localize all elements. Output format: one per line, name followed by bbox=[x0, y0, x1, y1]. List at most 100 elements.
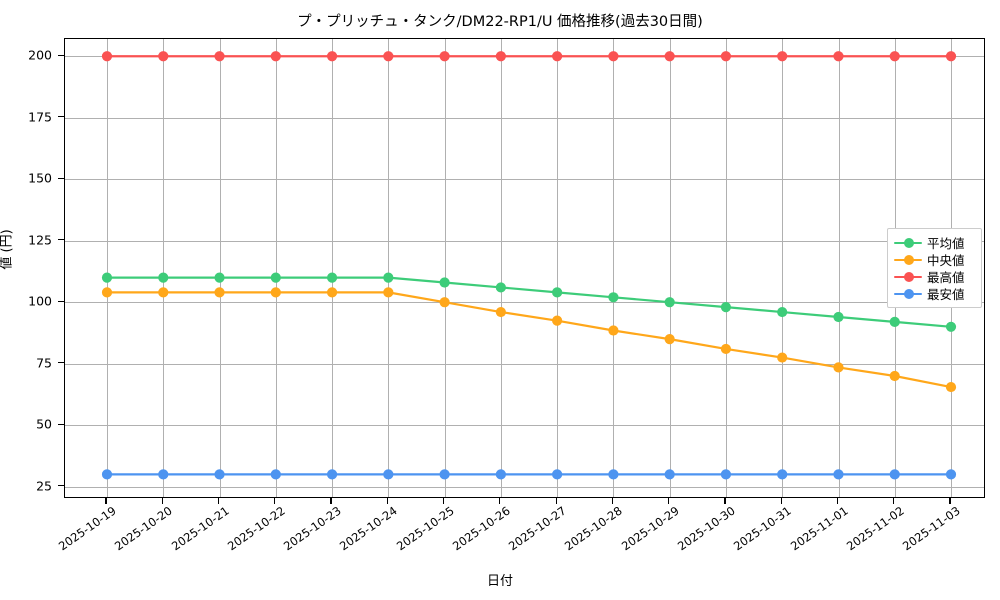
data-point bbox=[270, 469, 281, 480]
chart-legend: 平均値中央値最高値最安値 bbox=[887, 228, 982, 308]
x-tick-label: 2025-10-27 bbox=[506, 503, 569, 554]
data-point bbox=[158, 51, 169, 62]
data-point bbox=[439, 469, 450, 480]
data-point bbox=[664, 51, 675, 62]
data-point bbox=[270, 287, 281, 298]
series-1 bbox=[101, 272, 957, 332]
legend-item-4[interactable]: 最安値 bbox=[892, 285, 977, 302]
data-point bbox=[945, 381, 957, 393]
gridline-vertical bbox=[782, 39, 784, 497]
y-tick-label: 100 bbox=[28, 293, 52, 309]
data-point bbox=[495, 306, 506, 318]
legend-label: 最安値 bbox=[927, 287, 965, 302]
data-point bbox=[552, 315, 563, 326]
legend-marker-icon bbox=[894, 288, 922, 300]
gridline-vertical bbox=[107, 39, 108, 497]
y-tick-label: 150 bbox=[28, 170, 52, 186]
x-tick-label: 2025-10-28 bbox=[562, 503, 626, 554]
data-point bbox=[439, 277, 450, 288]
data-point bbox=[214, 51, 225, 62]
data-point bbox=[777, 352, 788, 363]
data-point bbox=[777, 306, 788, 318]
x-tick-label: 2025-10-20 bbox=[112, 503, 176, 554]
x-tick-mark bbox=[949, 498, 951, 504]
series-layer bbox=[101, 51, 957, 480]
data-point bbox=[214, 287, 225, 298]
series-line bbox=[105, 276, 953, 328]
data-point bbox=[158, 287, 169, 298]
data-point bbox=[158, 272, 169, 283]
data-point bbox=[720, 51, 732, 62]
x-tick-mark bbox=[555, 498, 557, 504]
data-point bbox=[889, 370, 900, 382]
x-tick-label: 2025-10-31 bbox=[731, 503, 794, 554]
x-tick-label: 2025-11-03 bbox=[899, 503, 963, 554]
y-tick-label: 25 bbox=[36, 478, 52, 494]
data-point bbox=[608, 292, 619, 303]
gridline-horizontal bbox=[65, 240, 984, 242]
data-point bbox=[270, 272, 281, 283]
gridline-vertical bbox=[444, 39, 446, 497]
x-tick-mark bbox=[161, 498, 163, 504]
y-tick-label: 50 bbox=[36, 416, 52, 432]
gridline-vertical bbox=[613, 39, 615, 497]
data-point bbox=[495, 469, 506, 480]
data-point bbox=[383, 51, 394, 62]
gridline-vertical bbox=[163, 39, 165, 497]
gridline-horizontal bbox=[65, 363, 984, 365]
x-tick-mark bbox=[836, 498, 839, 504]
legend-item-3[interactable]: 最高値 bbox=[892, 268, 977, 285]
data-point bbox=[383, 469, 394, 480]
gridline-horizontal bbox=[65, 486, 984, 488]
x-tick-label: 2025-10-19 bbox=[55, 503, 119, 554]
x-tick-mark bbox=[217, 498, 220, 504]
gridline-vertical bbox=[332, 39, 334, 497]
gridline-vertical bbox=[219, 39, 221, 497]
data-point bbox=[326, 287, 338, 298]
data-point bbox=[552, 51, 563, 62]
data-point bbox=[945, 51, 957, 62]
data-point bbox=[326, 272, 338, 283]
data-point bbox=[326, 51, 338, 62]
series-line bbox=[105, 291, 953, 389]
x-tick-mark bbox=[330, 498, 332, 504]
legend-label: 中央値 bbox=[927, 253, 965, 268]
data-point bbox=[720, 343, 732, 355]
x-tick-mark bbox=[893, 498, 895, 504]
data-point bbox=[101, 51, 113, 62]
data-point bbox=[214, 469, 225, 480]
y-tick-label: 175 bbox=[28, 109, 52, 125]
x-tick-mark bbox=[668, 498, 670, 504]
data-point bbox=[383, 272, 394, 283]
data-point bbox=[720, 302, 732, 313]
chart-title: プ・プリッチュ・タンク/DM22-RP1/U 価格推移(過去30日間) bbox=[297, 14, 703, 30]
gridline-horizontal bbox=[65, 425, 984, 427]
data-point bbox=[833, 362, 844, 373]
x-tick-mark bbox=[274, 498, 276, 504]
legend-marker-icon bbox=[894, 237, 922, 249]
x-tick-mark bbox=[611, 498, 614, 504]
x-tick-label: 2025-10-29 bbox=[618, 503, 682, 554]
data-point bbox=[777, 469, 788, 480]
gridline-vertical bbox=[557, 39, 559, 497]
gridline-vertical bbox=[275, 39, 277, 497]
data-point bbox=[552, 287, 563, 298]
data-point bbox=[495, 282, 506, 293]
data-point bbox=[608, 51, 619, 62]
x-tick-mark bbox=[386, 498, 388, 504]
x-tick-mark bbox=[105, 498, 107, 504]
data-point bbox=[552, 469, 563, 480]
legend-item-1[interactable]: 平均値 bbox=[892, 234, 977, 251]
series-3 bbox=[101, 51, 957, 62]
x-axis-label: 日付 bbox=[486, 574, 513, 589]
data-point bbox=[101, 469, 113, 480]
legend-item-2[interactable]: 中央値 bbox=[892, 251, 977, 268]
y-tick-label: 200 bbox=[28, 47, 52, 63]
x-tick-label: 2025-10-25 bbox=[393, 503, 457, 554]
data-point bbox=[270, 51, 281, 62]
x-tick-label: 2025-10-21 bbox=[168, 503, 232, 554]
data-point bbox=[945, 321, 957, 332]
legend-label: 最高値 bbox=[927, 270, 965, 285]
gridline-vertical bbox=[838, 39, 840, 497]
